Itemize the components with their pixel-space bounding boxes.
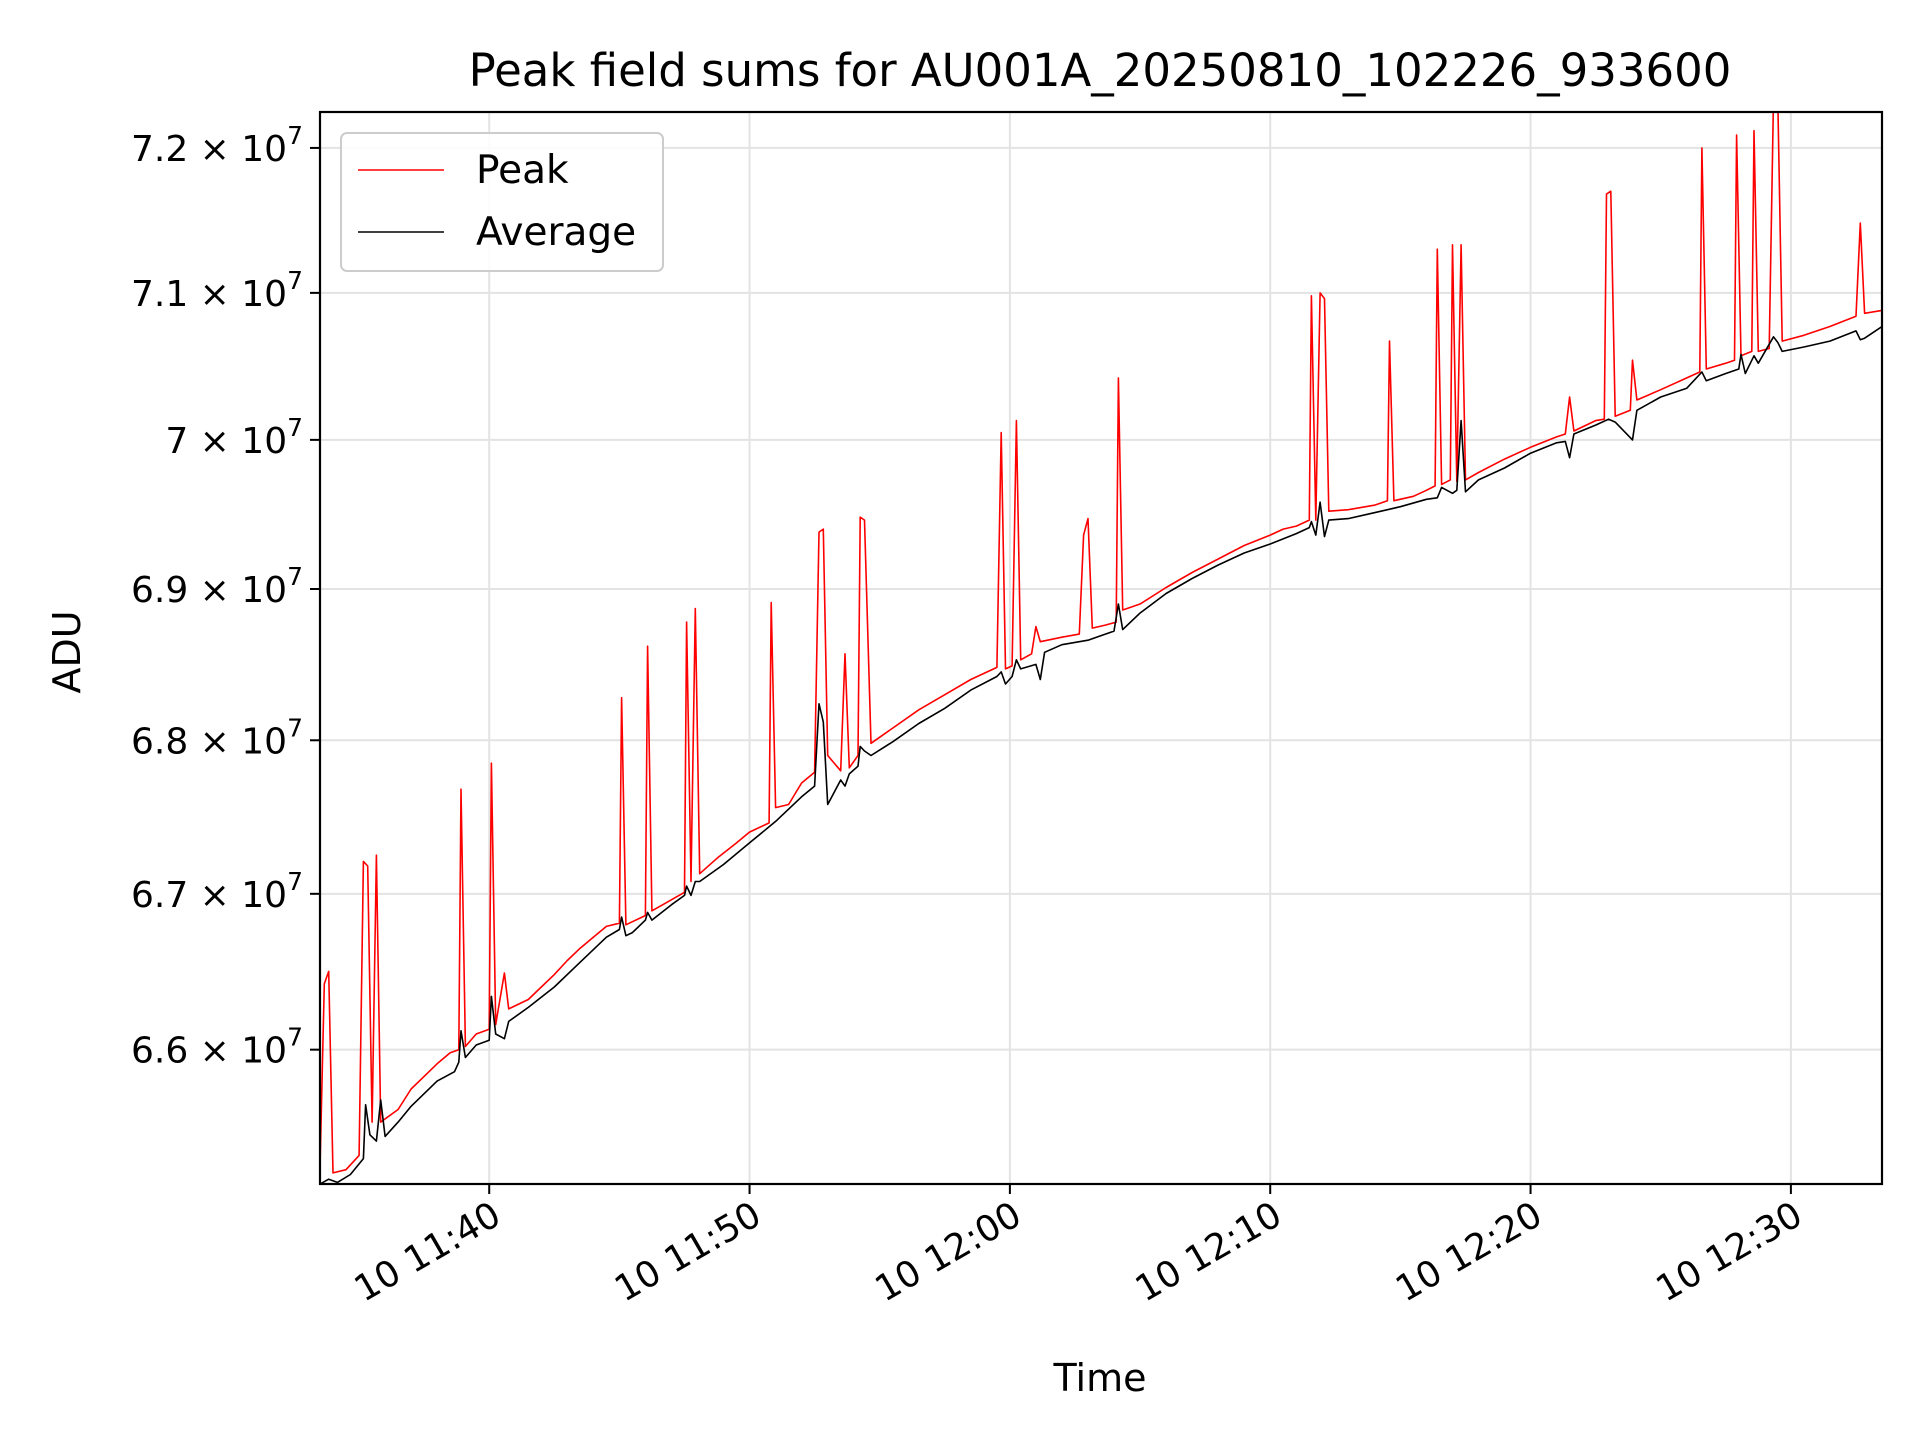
y-axis-label: ADU bbox=[45, 610, 89, 693]
x-tick-label: 10 12:30 bbox=[1649, 1194, 1809, 1310]
x-tick-label: 10 12:00 bbox=[868, 1194, 1028, 1310]
legend: Peak Average bbox=[340, 132, 664, 272]
y-tick-label: 6.8 × 107 bbox=[131, 713, 303, 762]
legend-label-average: Average bbox=[476, 210, 636, 255]
x-axis-ticks: 10 11:40 10 11:50 10 12:00 10 12:10 10 12:20… bbox=[348, 1184, 1809, 1310]
x-tick-label: 10 11:50 bbox=[608, 1194, 768, 1310]
y-tick-label: 6.9 × 107 bbox=[131, 562, 303, 611]
x-tick-label: 10 12:10 bbox=[1129, 1194, 1289, 1310]
y-tick-label: 7.2 × 107 bbox=[131, 121, 303, 170]
grid-lines bbox=[320, 112, 1882, 1184]
legend-label-peak: Peak bbox=[476, 148, 569, 193]
y-axis-ticks: 6.6 × 107 6.7 × 107 6.8 × 107 6.9 × 107 7 × … bbox=[131, 121, 320, 1072]
series-line-average bbox=[320, 325, 1882, 1184]
x-axis-label: Time bbox=[1053, 1356, 1147, 1400]
chart-title: Peak field sums for AU001A_20250810_1022… bbox=[469, 44, 1732, 97]
y-tick-label: 7.1 × 107 bbox=[131, 266, 303, 315]
y-tick-label: 6.7 × 107 bbox=[131, 867, 303, 916]
series-lines bbox=[320, 112, 1882, 1184]
x-tick-label: 10 12:20 bbox=[1389, 1194, 1549, 1310]
y-tick-label: 6.6 × 107 bbox=[131, 1023, 303, 1072]
plot-frame bbox=[318, 110, 1884, 1186]
series-line-peak bbox=[320, 112, 1882, 1174]
x-tick-label: 10 11:40 bbox=[348, 1194, 508, 1310]
legend-box bbox=[340, 132, 664, 272]
y-tick-label: 7 × 107 bbox=[165, 413, 303, 462]
